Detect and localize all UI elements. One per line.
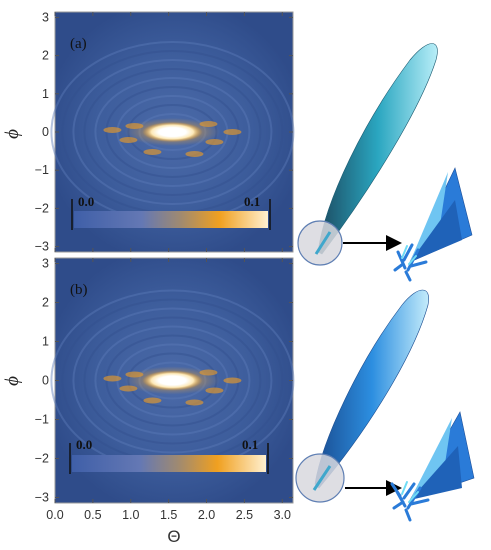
ytick-label: −2 — [35, 201, 49, 215]
heatmap-spot — [143, 397, 162, 404]
heatmap-spot — [103, 127, 122, 133]
heatmap-texture-0 — [50, 41, 295, 223]
inset-pattern-bottom — [390, 411, 475, 522]
zoom-circle-top — [297, 220, 343, 266]
colorbar-b: 0.0 0.1 — [69, 437, 269, 474]
radiation-lobe-top — [317, 43, 438, 255]
ytick-label: 2 — [42, 296, 49, 310]
ylabel-b: ϕ — [2, 376, 23, 386]
ticks-b: −3 −2 −1 0 1 2 3 0.0 0.5 1.0 1.5 2.0 2.5 3.0 — [35, 257, 293, 522]
colorbar-b-min-label: 0.0 — [76, 437, 92, 452]
heatmap-spot — [223, 377, 242, 384]
lobe-base-top — [314, 231, 332, 255]
lobe-base-bottom — [312, 465, 332, 491]
ytick-label: −1 — [35, 412, 49, 426]
heatmap-spot — [223, 129, 242, 135]
colorbar-a: 0.0 0.1 — [71, 194, 271, 230]
heatmap-hotspot-1 — [142, 370, 203, 391]
ytick-label: −2 — [35, 451, 49, 465]
heatmap-spot — [119, 385, 138, 392]
heatmap-spot — [199, 121, 218, 127]
panel-label-a: (a) — [70, 36, 87, 52]
xtick-label: 0.0 — [46, 508, 63, 522]
heatmap-spot — [143, 149, 162, 155]
colorbar-b-max-label: 0.1 — [242, 437, 258, 452]
zoom-circle-bottom — [295, 453, 345, 503]
xtick-label: 3.0 — [274, 508, 291, 522]
ylabel-a: ϕ — [2, 129, 23, 139]
illustration-bottom — [295, 289, 475, 522]
heatmap-spot — [199, 369, 218, 376]
heatmap-spot — [185, 399, 204, 406]
ytick-label: −1 — [35, 163, 49, 177]
heatmap-spot — [125, 123, 144, 129]
panel-b: −3 −2 −1 0 1 2 3 0.0 0.5 1.0 1.5 2.0 2.5 3.0 (b) 0.0 … — [35, 257, 295, 522]
ytick-label: 3 — [42, 257, 49, 271]
ytick-label: 0 — [42, 125, 49, 139]
radiation-lobe-bottom — [314, 289, 429, 489]
colorbar-a-max-label: 0.1 — [244, 194, 260, 209]
ytick-label: −3 — [35, 240, 49, 254]
illustration-top — [297, 43, 473, 282]
ytick-label: 3 — [42, 10, 49, 24]
heatmap-spot — [185, 151, 204, 157]
xtick-label: 2.0 — [198, 508, 215, 522]
ytick-label: 0 — [42, 374, 49, 388]
colorbar-a-gradient — [74, 211, 268, 228]
heatmap-hotspot-0 — [142, 122, 203, 142]
heatmap-spot — [103, 375, 122, 382]
heatmap-spot — [125, 371, 144, 378]
ticks-a: −3 −2 −1 0 1 2 3 — [35, 10, 293, 254]
heatmap-spot — [119, 137, 138, 143]
ytick-label: 1 — [42, 87, 49, 101]
colorbar-b-gradient — [72, 455, 266, 472]
xlabel: Θ — [167, 527, 180, 546]
ytick-label: 2 — [42, 49, 49, 63]
ytick-label: −3 — [35, 490, 49, 504]
heatmap-spot — [205, 139, 224, 145]
inset-pattern-top — [393, 167, 473, 282]
panel-a: −3 −2 −1 0 1 2 3 (a) 0.0 0.1 — [35, 10, 295, 254]
xtick-label: 1.0 — [122, 508, 139, 522]
colorbar-a-min-label: 0.0 — [78, 194, 94, 209]
ytick-label: 1 — [42, 335, 49, 349]
panel-label-b: (b) — [70, 282, 88, 298]
xtick-label: 1.5 — [160, 508, 177, 522]
xtick-label: 2.5 — [236, 508, 253, 522]
xtick-label: 0.5 — [84, 508, 101, 522]
heatmap-texture-1 — [50, 289, 295, 472]
heatmap-spot — [205, 387, 224, 394]
